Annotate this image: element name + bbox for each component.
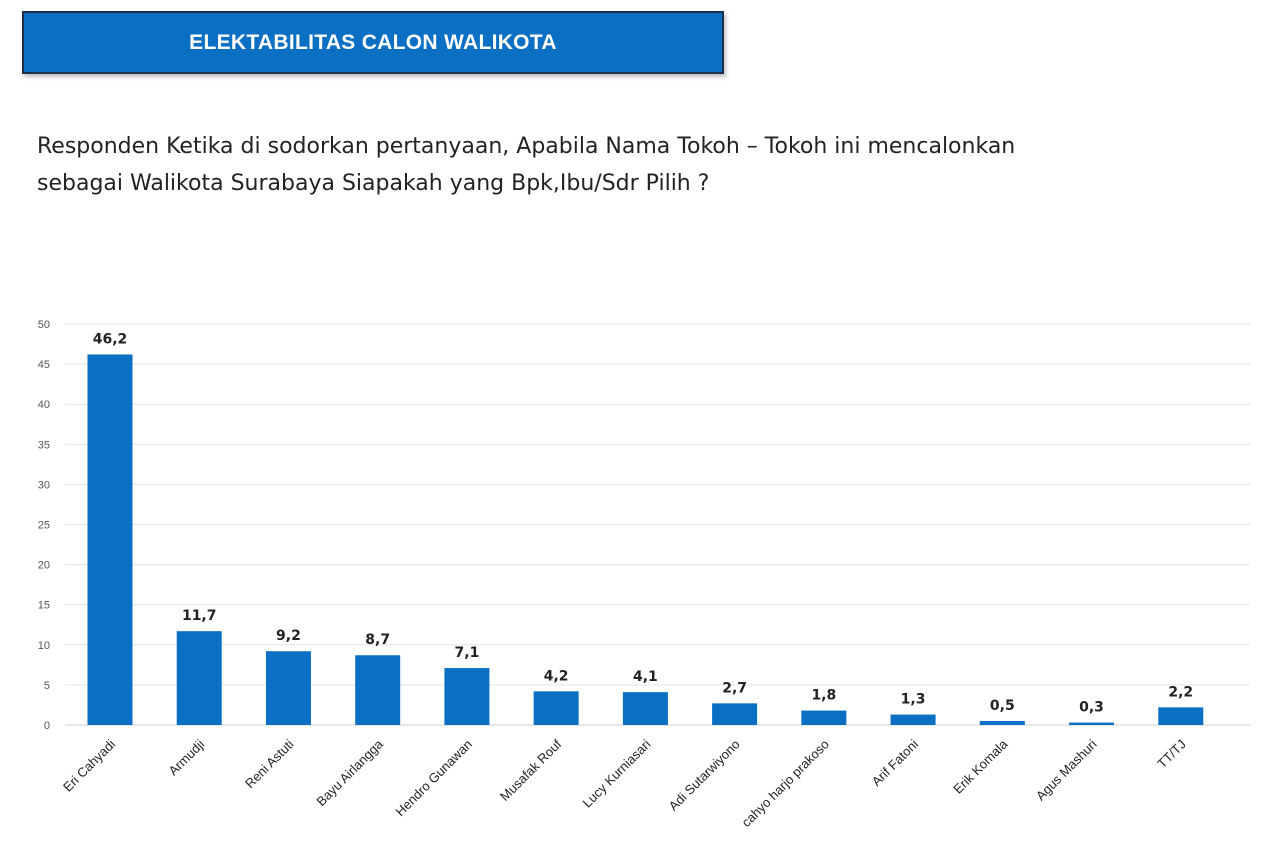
category-label: Bayu Airlangga bbox=[313, 736, 386, 809]
category-label: Adi Sutarwiyono bbox=[666, 737, 743, 814]
y-tick-label: 0 bbox=[44, 720, 50, 732]
category-label: TT/TJ bbox=[1154, 737, 1189, 772]
bar bbox=[890, 714, 936, 725]
data-label: 9,2 bbox=[276, 628, 301, 644]
y-tick-label: 15 bbox=[38, 600, 50, 612]
data-label: 4,2 bbox=[544, 668, 569, 684]
y-tick-label: 50 bbox=[38, 319, 50, 331]
title-banner: ELEKTABILITAS CALON WALIKOTA bbox=[22, 11, 724, 74]
data-label: 2,2 bbox=[1168, 684, 1193, 700]
category-label: Musafak Rouf bbox=[497, 736, 565, 804]
question-line-2: sebagai Walikota Surabaya Siapakah yang … bbox=[37, 171, 710, 196]
bar bbox=[176, 631, 222, 725]
data-label: 1,8 bbox=[811, 688, 836, 704]
data-label: 1,3 bbox=[901, 692, 926, 708]
category-label: Eri Cahyadi bbox=[60, 736, 118, 794]
bar bbox=[979, 720, 1025, 725]
y-tick-label: 35 bbox=[38, 439, 50, 451]
y-tick-label: 5 bbox=[44, 680, 50, 692]
data-label: 2,7 bbox=[722, 680, 747, 696]
survey-question: Responden Ketika di sodorkan pertanyaan,… bbox=[37, 128, 1237, 202]
category-label: Erik Komala bbox=[950, 736, 1011, 797]
y-tick-label: 30 bbox=[38, 479, 50, 491]
category-label: Reni Astuti bbox=[242, 736, 297, 791]
y-tick-label: 20 bbox=[38, 560, 50, 572]
data-label: 7,1 bbox=[455, 645, 480, 661]
data-label: 46,2 bbox=[93, 331, 128, 347]
bar bbox=[622, 692, 668, 725]
bar bbox=[712, 703, 758, 725]
category-label: Armudji bbox=[166, 736, 208, 778]
bar bbox=[444, 668, 490, 725]
chart-title: ELEKTABILITAS CALON WALIKOTA bbox=[189, 30, 557, 54]
bar bbox=[265, 651, 311, 725]
bar bbox=[533, 691, 579, 725]
data-label: 0,5 bbox=[990, 698, 1015, 714]
question-line-1: Responden Ketika di sodorkan pertanyaan,… bbox=[37, 134, 1016, 159]
data-label: 0,3 bbox=[1079, 700, 1104, 716]
y-tick-label: 10 bbox=[38, 640, 50, 652]
category-label: cahyo harjo prakoso bbox=[739, 737, 832, 830]
bar bbox=[801, 710, 847, 725]
category-label: Lucy Kurniasari bbox=[580, 736, 654, 810]
bar bbox=[355, 655, 401, 725]
bar bbox=[1158, 707, 1204, 725]
y-tick-label: 40 bbox=[38, 399, 50, 411]
data-label: 8,7 bbox=[365, 632, 390, 648]
category-label: Arif Fatoni bbox=[869, 736, 922, 789]
bar-chart: 0 5 10 15 20 25 30 35 40 45 50 46,2 Eri Cahyadi 11,7 A… bbox=[38, 319, 1250, 830]
data-label: 4,1 bbox=[633, 669, 658, 685]
bar bbox=[87, 354, 133, 725]
category-label: Hendro Gunawan bbox=[392, 737, 475, 820]
data-label: 11,7 bbox=[182, 608, 217, 624]
category-label: Agus Mashuri bbox=[1033, 736, 1100, 803]
bar bbox=[1069, 722, 1115, 725]
y-tick-label: 25 bbox=[38, 520, 50, 532]
y-tick-label: 45 bbox=[38, 359, 50, 371]
